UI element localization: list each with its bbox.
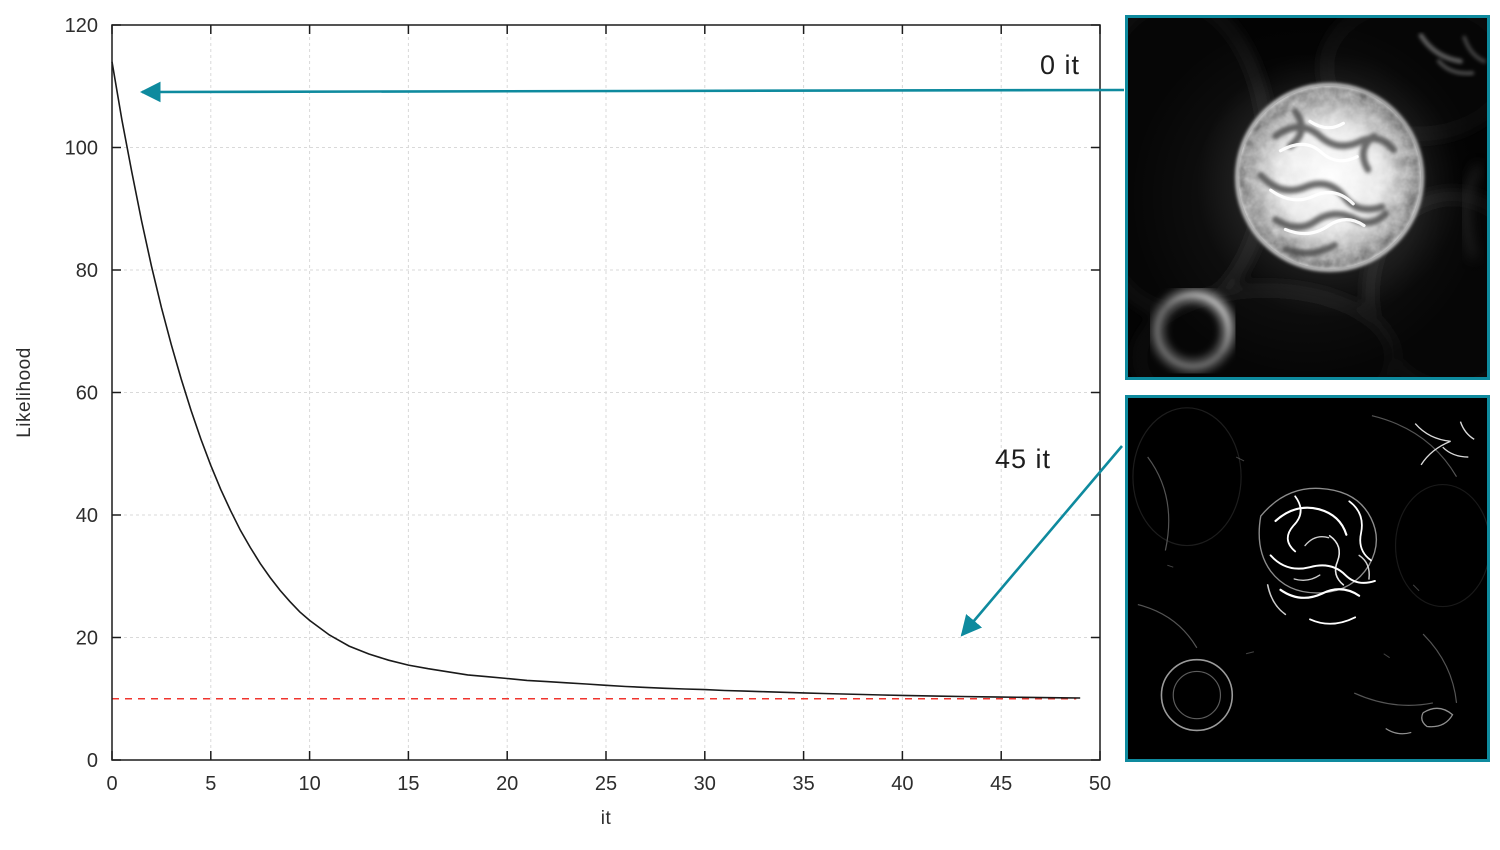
microscopy-image-processed [1125,395,1490,762]
series-likelihood [111,61,1081,699]
microscopy-image-original [1125,15,1490,380]
small-loops [1385,707,1454,735]
x-tick-label: 20 [496,773,518,795]
x-tick-label: 0 [106,773,117,795]
likelihood-chart: 0 5 10 15 20 25 30 35 40 45 50 0 20 40 60 80 100 120 it Lik… [14,15,1111,829]
fluorescence-glomerulus-image [1128,18,1487,377]
y-tick-label: 0 [87,750,98,772]
peripheral-outlines [1132,407,1487,706]
y-tick-label: 120 [65,15,98,37]
corner-web [1414,421,1475,466]
specks [1167,456,1420,659]
y-tick-label: 100 [65,138,98,160]
y-axis-label: Likelihood [14,347,35,438]
x-tick-label: 40 [891,773,913,795]
x-tick-label: 25 [595,773,617,795]
x-tick-label: 10 [298,773,320,795]
y-tick-label: 40 [76,505,98,527]
x-tick-label: 30 [694,773,716,795]
annotation-0it-label: 0 it [1039,50,1080,80]
edge-glomerulus-image [1128,398,1487,759]
annotation-0it: 0 it [1008,50,1080,81]
filament-web [1258,487,1378,625]
x-tick-label: 35 [792,773,814,795]
x-axis-label: it [601,808,612,829]
y-tick-label: 60 [76,383,98,405]
tubule-ring-outline [1160,658,1234,732]
y-tick-label: 80 [76,260,98,282]
annotation-45it-label: 45 it [995,444,1052,474]
x-tick-label: 45 [990,773,1012,795]
x-tick-label: 5 [205,773,216,795]
x-tick-label: 15 [397,773,419,795]
x-tick-label: 50 [1089,773,1111,795]
annotation-45it: 45 it [995,444,1051,475]
y-tick-label: 20 [76,628,98,650]
